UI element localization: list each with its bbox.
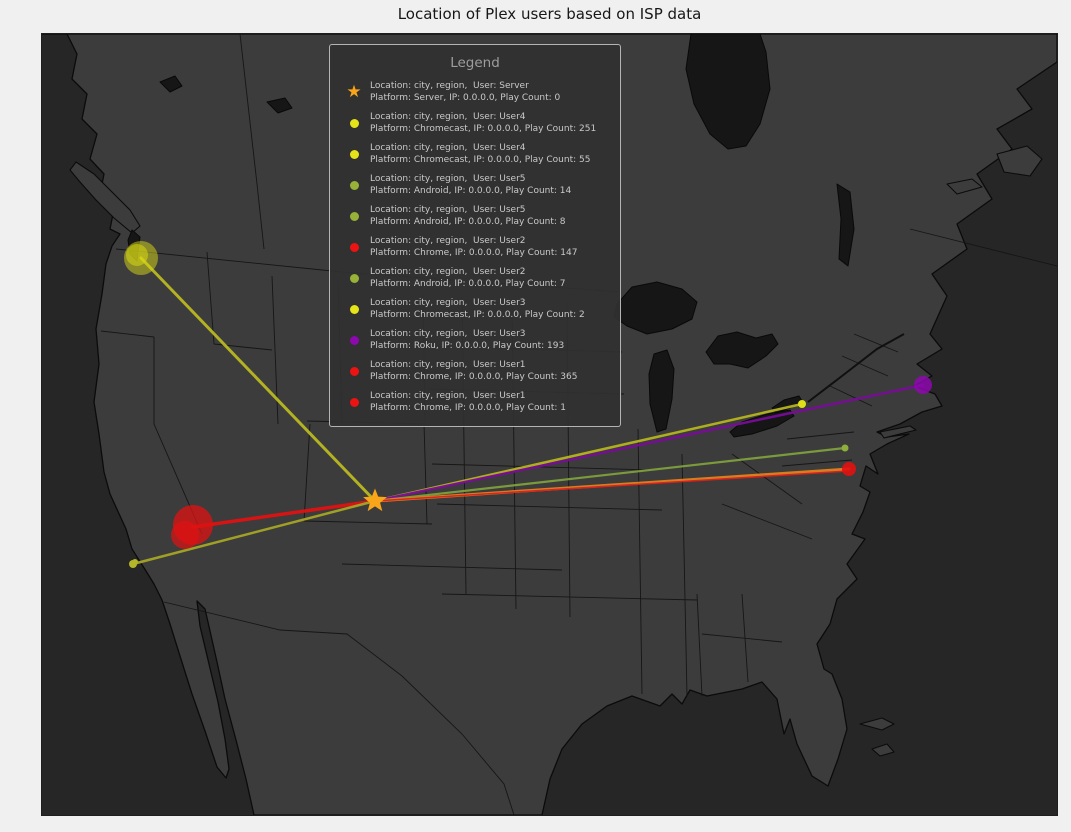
legend-entry-line1: Location: city, region, User: User1 (370, 360, 526, 370)
legend-entry-line2: Platform: Android, IP: 0.0.0.0, Play Cou… (370, 185, 572, 196)
legend-marker-icon (338, 212, 370, 221)
connection-line (373, 383, 925, 503)
user-marker (842, 462, 856, 476)
legend-entry-line1: Location: city, region, User: User5 (370, 205, 526, 215)
legend-entry-line2: Platform: Android, IP: 0.0.0.0, Play Cou… (370, 216, 566, 227)
legend-entry-line2: Platform: Chromecast, IP: 0.0.0.0, Play … (370, 309, 585, 320)
legend-entry-line1: Location: city, region, User: User2 (370, 267, 526, 277)
legend-entry-line1: Location: city, region, User: User2 (370, 236, 526, 246)
legend-entry: Location: city, region, User: User3 Plat… (338, 298, 612, 321)
server-star-icon: ★ (346, 82, 362, 102)
legend-entry: Location: city, region, User: User5 Plat… (338, 174, 612, 197)
legend-entry: Location: city, region, User: User2 Plat… (338, 236, 612, 259)
legend-entry-line1: Location: city, region, User: User4 (370, 112, 526, 122)
user-marker (171, 521, 199, 549)
legend-marker-icon (338, 243, 370, 252)
legend-entry: Location: city, region, User: User4 Plat… (338, 143, 612, 166)
legend-entry-line1: Location: city, region, User: User3 (370, 329, 526, 339)
lake-shapes (127, 34, 855, 438)
connection-line (374, 470, 849, 502)
legend-entry-line1: Location: city, region, User: User5 (370, 174, 526, 184)
user-dot-icon (349, 367, 359, 376)
user-marker (914, 376, 932, 394)
user-marker (798, 400, 806, 408)
legend-marker-icon (338, 367, 370, 376)
legend-marker-icon (338, 274, 370, 283)
legend-entry: Location: city, region, User: User5 Plat… (338, 205, 612, 228)
legend-marker-icon (338, 305, 370, 314)
connection-line (139, 256, 377, 503)
legend-entries: ★ Location: city, region, User: Server P… (338, 81, 612, 414)
data-overlay (124, 241, 932, 568)
legend-entry-line2: Platform: Chrome, IP: 0.0.0.0, Play Coun… (370, 371, 578, 382)
legend-entry-line1: Location: city, region, User: User3 (370, 298, 526, 308)
user-marker (841, 444, 849, 452)
legend-entry-line2: Platform: Server, IP: 0.0.0.0, Play Coun… (370, 92, 561, 103)
user-dot-icon (349, 274, 359, 283)
legend-marker-icon (338, 181, 370, 190)
legend-entry: Location: city, region, User: User1 Plat… (338, 360, 612, 383)
user-dot-icon (349, 243, 359, 252)
user-dot-icon (349, 212, 359, 221)
figure-title: Location of Plex users based on ISP data (397, 5, 702, 23)
legend-marker-icon (338, 398, 370, 407)
legend: Legend ★ Location: city, region, User: S… (329, 44, 621, 427)
legend-entry-line2: Platform: Chrome, IP: 0.0.0.0, Play Coun… (370, 247, 578, 258)
map-canvas: Legend ★ Location: city, region, User: S… (41, 33, 1058, 816)
legend-entry-line2: Platform: Chromecast, IP: 0.0.0.0, Play … (370, 123, 597, 134)
connection-line (131, 499, 377, 566)
legend-entry: Location: city, region, User: User1 Plat… (338, 391, 612, 414)
user-dot-icon (349, 398, 359, 407)
legend-marker-icon: ★ (338, 84, 370, 101)
connection-line (373, 446, 847, 503)
legend-entry-line2: Platform: Roku, IP: 0.0.0.0, Play Count:… (370, 340, 565, 351)
user-dot-icon (349, 150, 359, 159)
legend-marker-icon (338, 336, 370, 345)
legend-entry-line2: Platform: Chromecast, IP: 0.0.0.0, Play … (370, 154, 591, 165)
user-marker (126, 244, 148, 266)
legend-marker-icon (338, 119, 370, 128)
user-marker (132, 559, 138, 565)
legend-entry: Location: city, region, User: User3 Plat… (338, 329, 612, 352)
st-lawrence-river (807, 333, 905, 403)
legend-entry-line2: Platform: Android, IP: 0.0.0.0, Play Cou… (370, 278, 566, 289)
legend-title: Legend (450, 55, 500, 71)
legend-entry: Location: city, region, User: User4 Plat… (338, 112, 612, 135)
legend-entry-line2: Platform: Chrome, IP: 0.0.0.0, Play Coun… (370, 402, 567, 413)
connection-line (191, 499, 377, 529)
legend-entry-line1: Location: city, region, User: User4 (370, 143, 526, 153)
user-dot-icon (349, 119, 359, 128)
user-dot-icon (349, 305, 359, 314)
legend-entry-line1: Location: city, region, User: User1 (370, 391, 526, 401)
user-dot-icon (349, 181, 359, 190)
legend-entry: Location: city, region, User: User2 Plat… (338, 267, 612, 290)
legend-entry-line1: Location: city, region, User: Server (370, 81, 529, 91)
legend-marker-icon (338, 150, 370, 159)
legend-entry: ★ Location: city, region, User: Server P… (338, 81, 612, 104)
user-dot-icon (349, 336, 359, 345)
server-star-marker (363, 488, 387, 512)
